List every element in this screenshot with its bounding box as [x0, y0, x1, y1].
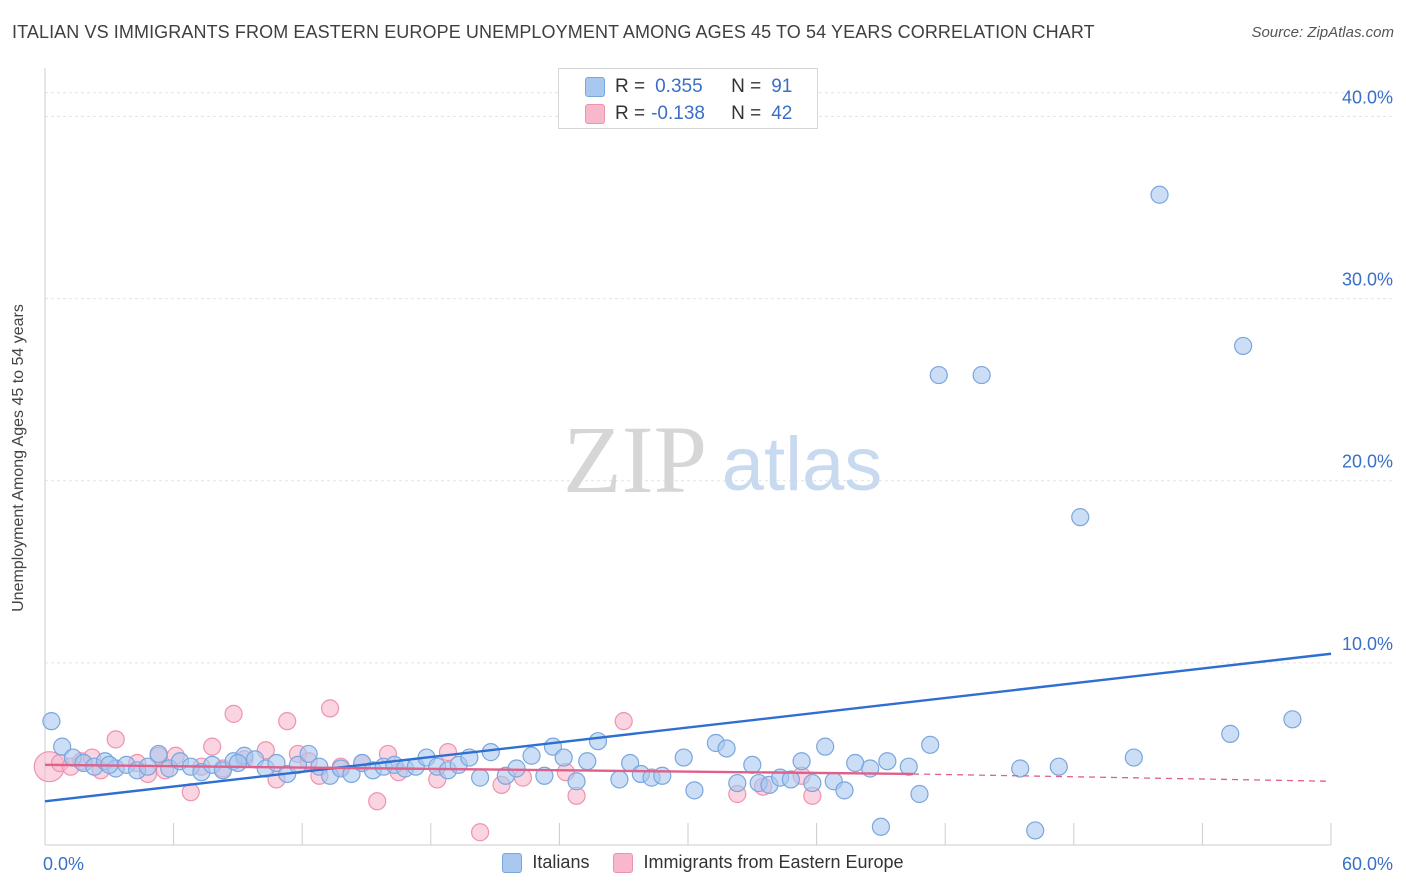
italians-point [653, 766, 672, 785]
italians-point [149, 744, 168, 764]
italians-point [470, 768, 490, 787]
immigrants-point [368, 792, 387, 811]
italians-point [299, 744, 318, 764]
legend-item-italians[interactable]: Italians [502, 852, 589, 873]
italians-legend-swatch [502, 852, 523, 873]
n-label: N = [731, 103, 762, 124]
italians-point [228, 753, 247, 773]
italians-point [481, 743, 500, 762]
watermark-zip: ZIP [563, 406, 707, 513]
r-value: 0.355 [655, 76, 703, 97]
immigrants-legend-swatch [613, 852, 634, 873]
chart-legend: Italians Immigrants from Eastern Europe [0, 852, 1406, 873]
source-credit: Source: ZipAtlas.com [1251, 24, 1394, 41]
immigrants-point [106, 730, 125, 749]
y-tick-label: 20.0% [1342, 452, 1393, 472]
italians-point [1011, 759, 1030, 778]
italians-point [878, 752, 897, 771]
x-tick-label: 0.0% [43, 854, 84, 874]
stats-row-immigrants: R = -0.138 N = 42 [585, 102, 792, 126]
italians-point [1221, 724, 1240, 743]
italians-point [1283, 710, 1302, 729]
legend-item-immigrants[interactable]: Immigrants from Eastern Europe [613, 852, 904, 873]
italians-point [728, 773, 747, 793]
italians-point [792, 752, 811, 771]
immigrants-point [470, 823, 490, 842]
italians-point [578, 752, 597, 771]
italians-point [972, 365, 991, 385]
r-value: -0.138 [651, 103, 705, 124]
italians-point [554, 748, 573, 767]
immigrants-point [224, 704, 243, 723]
italians-point [1071, 508, 1090, 527]
italians-point [816, 737, 835, 756]
x-tick-label: 60.0% [1342, 854, 1393, 874]
italians-point [53, 737, 72, 756]
watermark: ZIP atlas [563, 406, 882, 513]
chart-title: ITALIAN VS IMMIGRANTS FROM EASTERN EUROP… [12, 22, 1095, 42]
legend-label-italians: Italians [532, 852, 590, 872]
y-tick-label: 40.0% [1342, 87, 1393, 107]
stats-row-italians: R = 0.355 N = 91 [585, 75, 792, 99]
legend-label-immigrants: Immigrants from Eastern Europe [643, 852, 904, 872]
italians-point [1124, 748, 1143, 767]
italians-point [42, 712, 61, 731]
italians-swatch [585, 77, 605, 97]
italians-point [535, 766, 554, 785]
italians-point [803, 773, 822, 793]
correlation-stats-box: R = 0.355 N = 91 R = -0.138 N = 42 [558, 68, 818, 129]
r-label: R = [615, 103, 646, 124]
y-axis-label-text: Unemployment Among Ages 45 to 54 years [10, 304, 27, 612]
n-label: N = [731, 76, 762, 97]
italians-point [835, 781, 854, 800]
immigrants-swatch [585, 104, 605, 124]
points-layer [33, 185, 1302, 842]
immigrants-point [614, 712, 633, 731]
grid-layer [45, 92, 1393, 664]
immigrants-point [320, 699, 340, 718]
italians-point [929, 365, 948, 385]
italians-point [871, 817, 891, 836]
italians-point [1049, 757, 1068, 776]
immigrants-point [203, 737, 222, 756]
y-tick-label: 10.0% [1342, 634, 1393, 654]
italians-point [921, 735, 940, 754]
italians-point [522, 746, 541, 765]
n-value: 42 [771, 103, 793, 124]
italians-point [910, 784, 929, 804]
y-tick-label: 30.0% [1342, 270, 1393, 290]
italians-point [717, 739, 736, 758]
r-label: R = [615, 76, 646, 97]
immigrants-trend-line [44, 763, 914, 776]
immigrants-trend-line [913, 773, 1332, 782]
n-value: 91 [771, 76, 793, 97]
watermark-atlas: atlas [722, 422, 883, 507]
tick-label-layer: 10.0% 20.0% 30.0% 40.0% 0.0% 60.0% [43, 87, 1393, 874]
trend-layer [44, 652, 1332, 803]
italians-point [743, 755, 762, 774]
italians-point [685, 781, 704, 800]
italians-point [899, 757, 918, 776]
italians-point [1026, 821, 1045, 840]
italians-point [781, 770, 800, 789]
italians-point [610, 770, 629, 789]
italians-point [674, 748, 693, 767]
italians-point [1234, 336, 1253, 356]
italians-point [1150, 185, 1169, 204]
italians-point [507, 759, 526, 778]
italians-point [588, 732, 608, 751]
italians-point [567, 772, 586, 791]
immigrants-point [278, 712, 297, 731]
italians-trend-line [44, 652, 1332, 803]
y-axis-label: Unemployment Among Ages 45 to 54 years [10, 304, 28, 612]
